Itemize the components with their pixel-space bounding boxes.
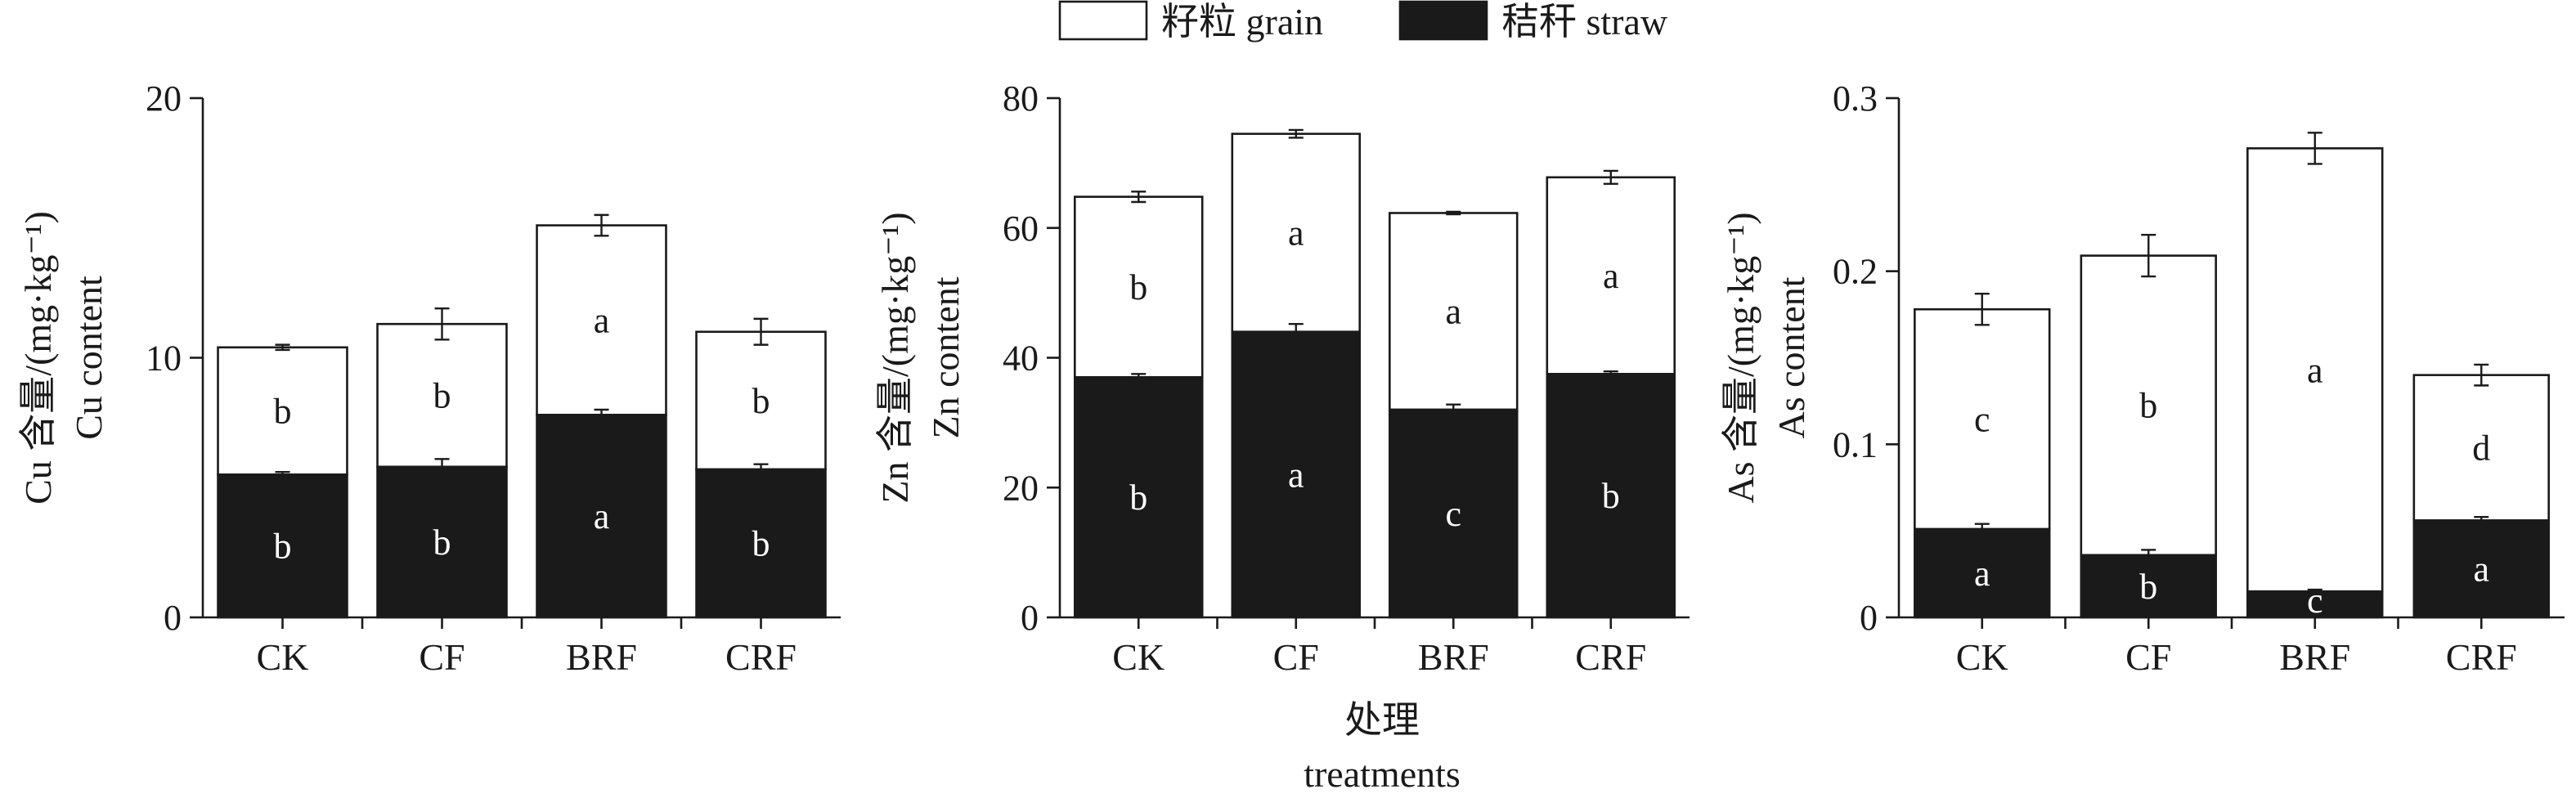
x-tick-label: CRF xyxy=(2446,636,2517,678)
x-axis-title: 处理 treatments xyxy=(1304,699,1461,795)
x-tick-label: CF xyxy=(419,636,464,678)
y-axis-label-zh: Zn 含量/(mg·kg⁻¹) xyxy=(874,212,916,503)
x-tick-label: BRF xyxy=(1418,636,1489,678)
sig-letter-grain: b xyxy=(1129,267,1147,307)
chart-panels: 0 10 20 Cu 含量/(mg·kg⁻¹) Cu content CK b b CF b b BR… xyxy=(17,79,2565,678)
y-tick-label: 20 xyxy=(146,79,182,119)
sig-letter-grain: b xyxy=(752,381,770,421)
y-tick-label: 0.3 xyxy=(1833,79,1878,119)
sig-letter-straw: b xyxy=(274,527,292,567)
y-tick-label: 0.1 xyxy=(1833,424,1878,464)
bar-straw xyxy=(536,414,667,619)
x-tick-label: CK xyxy=(257,636,309,678)
legend-straw-swatch xyxy=(1398,0,1488,41)
sig-letter-grain: b xyxy=(2139,386,2157,426)
bar-grain xyxy=(376,322,508,469)
bar-straw xyxy=(1073,376,1204,619)
bar-straw xyxy=(2412,519,2550,619)
sig-letter-straw: b xyxy=(1129,478,1147,518)
sig-letter-grain: c xyxy=(1974,400,1990,440)
sig-letter-straw: a xyxy=(1288,455,1304,495)
x-tick-label: CRF xyxy=(1575,636,1646,678)
y-tick-label: 20 xyxy=(1003,468,1039,508)
y-tick-label: 10 xyxy=(146,339,182,379)
x-tick-label: CRF xyxy=(725,636,797,678)
sig-letter-grain: b xyxy=(433,376,451,416)
bar-grain xyxy=(1914,307,2051,531)
sig-letter-grain: a xyxy=(1603,256,1619,296)
sig-letter-straw: b xyxy=(433,523,451,563)
sig-letter-straw: c xyxy=(1445,494,1461,534)
legend-grain-swatch xyxy=(1058,0,1148,41)
chart-panel-1: 0 10 20 Cu 含量/(mg·kg⁻¹) Cu content CK b b CF b b BR… xyxy=(17,79,841,678)
y-tick-label: 0 xyxy=(1860,598,1878,638)
sig-letter-straw: a xyxy=(1974,554,1990,594)
bar-grain xyxy=(1231,132,1362,334)
y-tick-label: 0 xyxy=(164,598,182,638)
legend-straw-label: 秸秆 straw xyxy=(1501,1,1668,43)
y-tick-label: 80 xyxy=(1003,79,1039,119)
sig-letter-grain: a xyxy=(2307,350,2323,390)
bar-grain xyxy=(1073,195,1204,379)
bar-straw xyxy=(2080,554,2217,619)
x-axis-title-zh: 处理 xyxy=(1344,699,1420,741)
sig-letter-grain: d xyxy=(2472,428,2490,469)
y-axis-label-en: Zn content xyxy=(925,276,967,438)
sig-letter-straw: b xyxy=(752,524,770,564)
x-axis-title-en: treatments xyxy=(1304,753,1461,795)
x-tick-label: BRF xyxy=(2279,636,2350,678)
y-axis-label-en: Cu content xyxy=(68,276,110,440)
y-axis-label-zh: As 含量/(mg·kg⁻¹) xyxy=(1720,212,1761,503)
chart-panel-3: 0 0.1 0.2 0.3 As 含量/(mg·kg⁻¹) As content CK c a C… xyxy=(1720,79,2565,678)
bar-straw xyxy=(376,465,508,619)
sig-letter-straw: c xyxy=(2307,581,2323,621)
sig-letter-grain: a xyxy=(594,300,610,340)
bar-straw xyxy=(1231,330,1362,619)
sig-letter-straw: b xyxy=(1602,476,1620,516)
y-axis-label-en: As content xyxy=(1770,276,1812,438)
x-tick-label: BRF xyxy=(566,636,637,678)
y-tick-label: 0 xyxy=(1021,598,1039,638)
bar-straw xyxy=(217,473,348,619)
bar-grain xyxy=(536,224,667,416)
x-tick-label: CK xyxy=(1956,636,2008,678)
sig-letter-grain: b xyxy=(274,392,292,432)
y-tick-label: 60 xyxy=(1003,209,1039,249)
y-tick-label: 40 xyxy=(1003,339,1039,379)
sig-letter-straw: a xyxy=(2473,550,2489,590)
x-tick-label: CK xyxy=(1112,636,1165,678)
y-tick-label: 0.2 xyxy=(1833,252,1878,292)
bar-grain xyxy=(1388,212,1519,411)
sig-letter-grain: a xyxy=(1288,213,1304,253)
sig-letter-grain: a xyxy=(1445,292,1461,332)
legend-grain-label: 籽粒 grain xyxy=(1161,1,1323,43)
bar-straw xyxy=(1546,373,1676,619)
x-tick-label: CF xyxy=(2125,636,2171,678)
bar-straw xyxy=(1388,408,1519,619)
sig-letter-straw: b xyxy=(2139,567,2157,607)
y-axis-label-zh: Cu 含量/(mg·kg⁻¹) xyxy=(17,211,59,505)
sig-letter-straw: a xyxy=(594,496,610,536)
legend: 籽粒 grain 秸秆 straw xyxy=(1058,0,1668,43)
x-tick-label: CF xyxy=(1273,636,1319,678)
bar-straw xyxy=(2246,590,2384,619)
chart-panel-2: 0 20 40 60 80 Zn 含量/(mg·kg⁻¹) Zn content CK b b CF… xyxy=(874,79,1690,678)
